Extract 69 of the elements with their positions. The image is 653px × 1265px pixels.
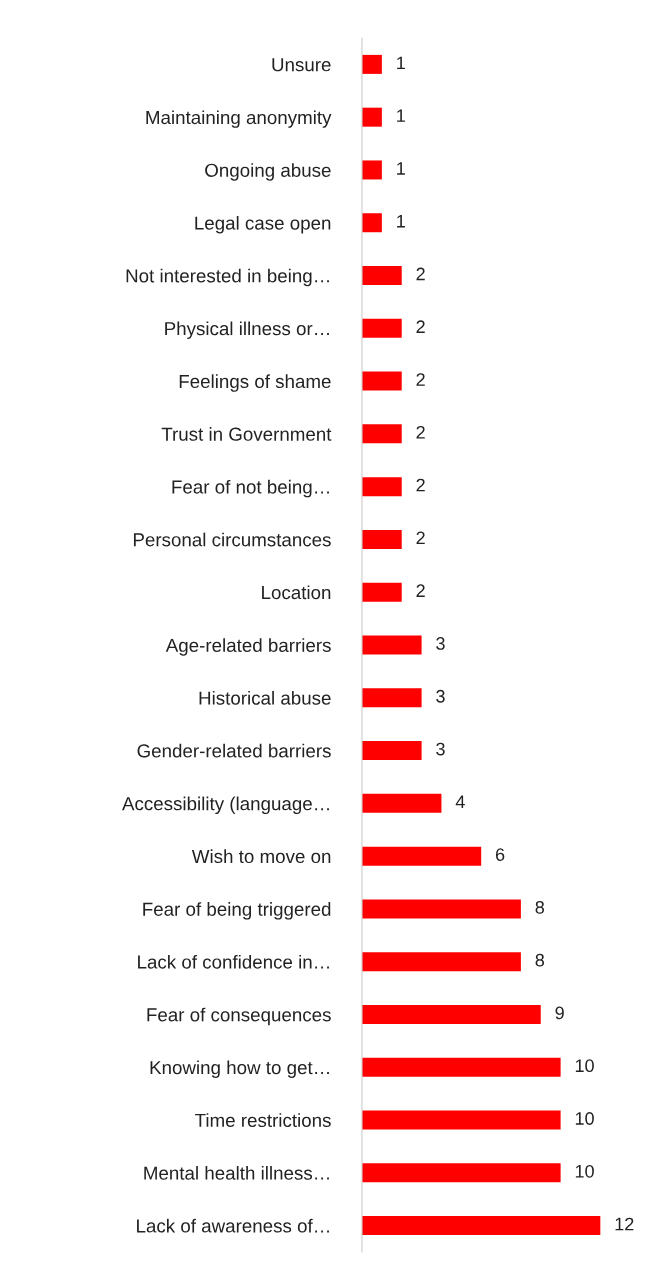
y-tick-label: Location xyxy=(262,585,331,600)
data-label: 12 xyxy=(615,1217,634,1231)
bar xyxy=(362,635,422,655)
data-label: 2 xyxy=(416,267,425,281)
data-label: 2 xyxy=(416,531,425,545)
data-label: 1 xyxy=(397,109,405,122)
bar xyxy=(362,213,382,233)
data-label: 10 xyxy=(575,1059,594,1073)
y-tick-label: Trust in Government xyxy=(161,427,332,441)
data-label: 2 xyxy=(416,320,425,333)
bar xyxy=(362,54,382,74)
y-tick-label: Fear of not being… xyxy=(172,479,329,498)
data-label: 6 xyxy=(495,848,505,861)
y-tick-label: Lack of confidence in… xyxy=(138,954,329,969)
data-label: 2 xyxy=(416,373,425,386)
bar xyxy=(362,952,521,972)
data-label: 8 xyxy=(535,953,545,967)
bar xyxy=(362,1110,561,1130)
y-tick-label: Maintaining anonymity xyxy=(146,110,332,128)
y-tick-label: Physical illness or… xyxy=(165,321,329,339)
bar xyxy=(362,1057,561,1077)
y-tick-label: Wish to move on xyxy=(191,849,331,864)
y-tick-label: Mental health illness… xyxy=(144,1166,329,1180)
bar xyxy=(362,793,442,813)
data-label: 4 xyxy=(455,795,465,809)
bar xyxy=(362,1216,601,1236)
data-label: 1 xyxy=(397,214,405,228)
bar xyxy=(362,318,402,338)
data-label: 2 xyxy=(416,478,425,492)
data-label: 3 xyxy=(436,742,445,756)
y-tick-label: Gender-related barriers xyxy=(137,743,331,758)
y-tick-label: Feelings of shame xyxy=(179,374,331,392)
y-tick-label: Lack of awareness of… xyxy=(137,1218,329,1233)
data-label: 3 xyxy=(436,689,445,703)
bar xyxy=(362,1004,541,1024)
data-label: 1 xyxy=(397,56,405,70)
y-tick-label: Knowing how to get… xyxy=(150,1060,329,1078)
bar xyxy=(362,371,402,391)
bar xyxy=(362,688,422,708)
bar xyxy=(362,107,382,127)
bar xyxy=(362,424,402,444)
y-tick-label: Not interested in being… xyxy=(126,268,329,287)
data-label: 1 xyxy=(397,162,405,175)
y-tick-label: Ongoing abuse xyxy=(205,163,331,181)
data-label: 2 xyxy=(416,584,425,597)
y-tick-label: Fear of being triggered xyxy=(143,902,331,920)
data-label: 2 xyxy=(416,425,425,439)
bar xyxy=(362,582,402,602)
data-label: 3 xyxy=(436,637,445,650)
y-tick-label: Age-related barriers xyxy=(165,638,331,656)
data-label: 8 xyxy=(535,900,545,914)
y-tick-label: Unsure xyxy=(272,58,331,72)
bar xyxy=(362,846,482,866)
data-label: 10 xyxy=(575,1164,594,1178)
data-label: 9 xyxy=(555,1006,564,1020)
y-tick-label: Legal case open xyxy=(195,215,331,234)
bar xyxy=(362,160,382,180)
bar xyxy=(362,899,521,919)
y-tick-label: Personal circumstances xyxy=(133,532,331,547)
y-tick-label: Fear of consequences xyxy=(147,1007,331,1026)
y-tick-label: Accessibility (language… xyxy=(122,796,329,815)
y-tick-label: Historical abuse xyxy=(199,690,331,705)
y-tick-label: Time restrictions xyxy=(195,1113,331,1128)
bar xyxy=(362,529,402,549)
bar xyxy=(362,266,402,286)
data-label: 10 xyxy=(575,1112,594,1125)
bar xyxy=(362,1163,561,1183)
bar xyxy=(362,741,422,761)
bar xyxy=(362,477,402,497)
